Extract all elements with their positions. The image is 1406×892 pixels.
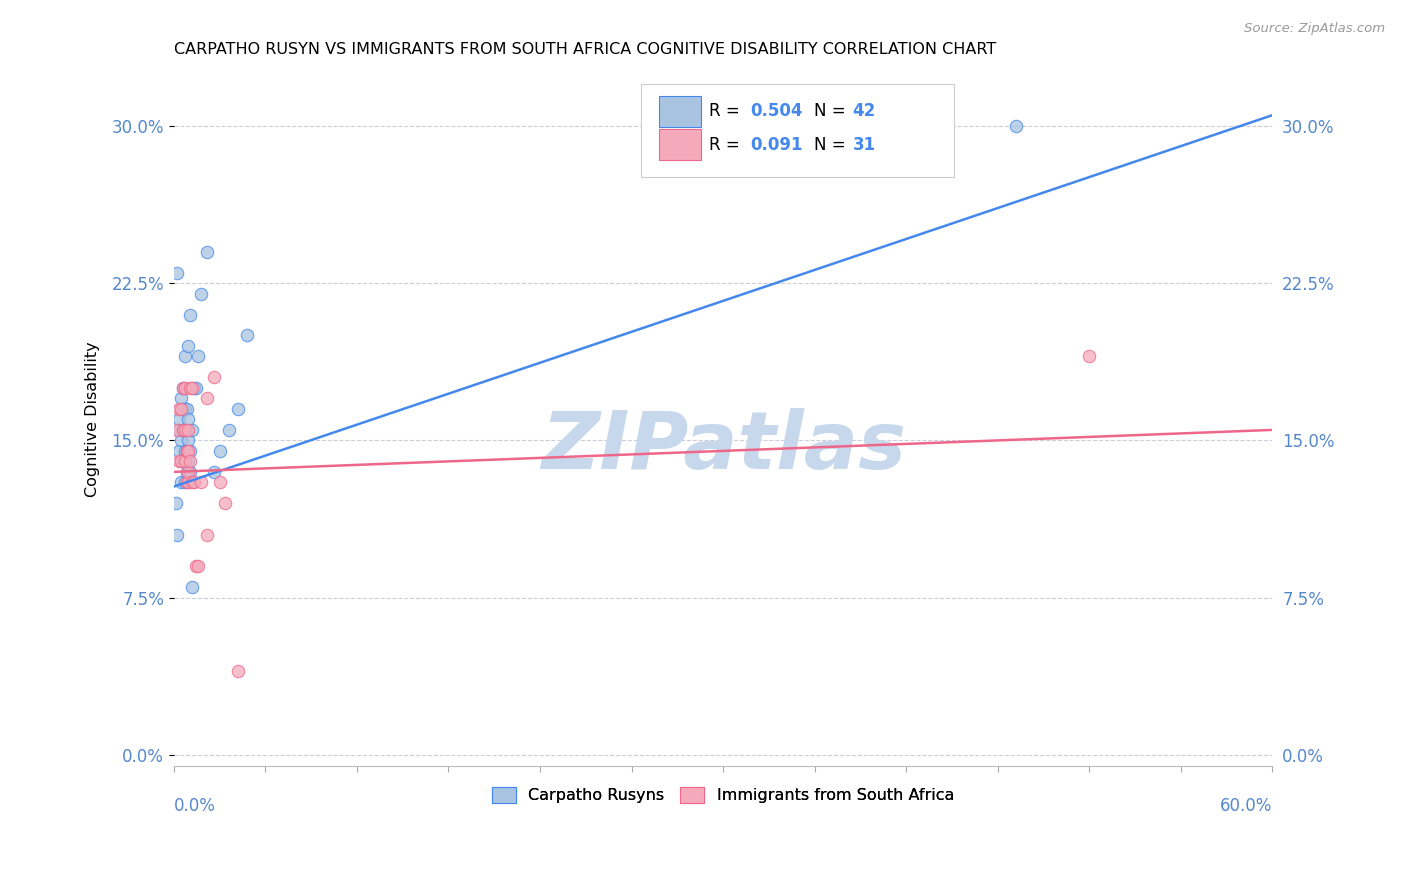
Point (166, 528, 188, 542)
Point (179, 308, 201, 322)
Text: 42: 42 (852, 103, 876, 120)
Text: 0.091: 0.091 (751, 136, 803, 153)
Point (173, 381, 195, 395)
Point (170, 454, 193, 468)
Point (167, 423, 190, 437)
Point (172, 423, 194, 437)
Text: Source: ZipAtlas.com: Source: ZipAtlas.com (1244, 22, 1385, 36)
Point (184, 381, 207, 395)
Point (166, 266, 188, 280)
Y-axis label: Cognitive Disability: Cognitive Disability (86, 342, 100, 497)
Text: N =: N = (814, 136, 851, 153)
Point (183, 475, 205, 490)
FancyBboxPatch shape (659, 96, 702, 127)
Point (172, 381, 194, 395)
Point (176, 465, 198, 479)
Point (173, 423, 195, 437)
Point (226, 664, 249, 678)
Point (208, 443, 231, 458)
Point (177, 434, 200, 448)
Point (166, 423, 188, 437)
Point (179, 443, 201, 458)
Point (177, 475, 200, 490)
Point (181, 580, 204, 594)
Point (183, 381, 205, 395)
Text: 31: 31 (852, 136, 876, 153)
Point (170, 401, 193, 416)
Point (172, 423, 194, 437)
Text: 0.504: 0.504 (751, 103, 803, 120)
Point (181, 475, 204, 490)
Point (172, 381, 194, 395)
Point (179, 465, 201, 479)
Point (214, 496, 236, 510)
Point (195, 244, 218, 259)
Point (172, 454, 194, 468)
Point (173, 454, 195, 468)
Point (167, 454, 190, 468)
Text: N =: N = (814, 103, 851, 120)
Text: R =: R = (709, 103, 749, 120)
Point (177, 423, 200, 437)
Point (173, 443, 195, 458)
Point (170, 434, 193, 448)
Point (177, 339, 200, 353)
Point (179, 381, 201, 395)
FancyBboxPatch shape (641, 84, 953, 178)
Point (176, 401, 198, 416)
Point (179, 454, 201, 468)
Point (195, 528, 218, 542)
Point (190, 475, 212, 490)
Point (167, 412, 190, 426)
Point (173, 475, 195, 490)
Point (167, 443, 190, 458)
Point (181, 381, 204, 395)
Point (187, 350, 209, 364)
Point (1078, 350, 1101, 364)
Text: 60.0%: 60.0% (1220, 797, 1272, 814)
Point (173, 401, 195, 416)
Point (176, 443, 198, 458)
Point (170, 475, 193, 490)
Text: R =: R = (709, 136, 749, 153)
Point (181, 423, 204, 437)
FancyBboxPatch shape (659, 129, 702, 160)
Legend: Carpatho Rusyns, Immigrants from South Africa: Carpatho Rusyns, Immigrants from South A… (485, 780, 960, 810)
Point (1005, 119, 1028, 133)
Point (177, 465, 200, 479)
Point (172, 401, 194, 416)
Text: ZIPatlas: ZIPatlas (540, 409, 905, 486)
Point (226, 401, 249, 416)
Text: CARPATHO RUSYN VS IMMIGRANTS FROM SOUTH AFRICA COGNITIVE DISABILITY CORRELATION : CARPATHO RUSYN VS IMMIGRANTS FROM SOUTH … (174, 42, 995, 57)
Point (177, 412, 200, 426)
Point (167, 401, 190, 416)
Point (218, 423, 240, 437)
Point (176, 475, 198, 490)
Point (236, 328, 259, 343)
Point (176, 423, 198, 437)
Point (184, 559, 207, 574)
Point (177, 454, 200, 468)
Point (170, 392, 193, 406)
Point (176, 443, 198, 458)
Point (173, 350, 195, 364)
Point (202, 465, 225, 479)
Point (173, 423, 195, 437)
Point (165, 496, 187, 510)
Point (187, 559, 209, 574)
Point (177, 443, 200, 458)
Point (202, 370, 225, 384)
Point (190, 286, 212, 301)
Text: 0.0%: 0.0% (174, 797, 215, 814)
Point (195, 392, 218, 406)
Point (208, 475, 231, 490)
